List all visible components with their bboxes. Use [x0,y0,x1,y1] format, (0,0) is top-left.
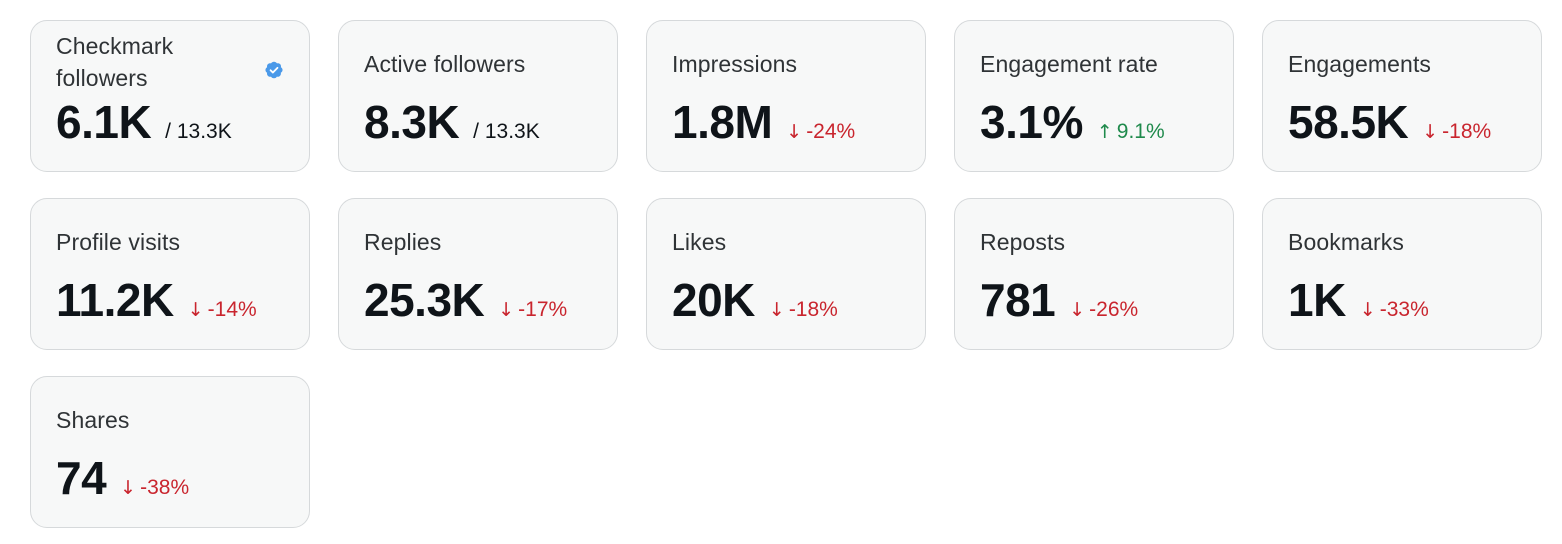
metric-value: 8.3K [364,96,460,148]
metric-card-header: Impressions [672,48,900,80]
metric-delta: ↓ -24% [786,120,855,144]
metric-total: / 13.3K [473,120,540,143]
metric-total: / 13.3K [165,120,232,143]
metric-value-row: 6.1K / 13.3K [56,97,232,147]
arrow-down-icon: ↓ [1359,299,1376,321]
metric-card-header: Active followers [364,48,592,80]
metric-label: Replies [364,229,442,255]
metric-delta: ↓ -38% [120,476,189,500]
metric-value: 74 [56,452,107,504]
metric-value-row: 1.8M ↓ -24% [672,97,855,147]
metric-value-row: 20K ↓ -18% [672,275,838,325]
metric-value-row: 58.5K ↓ -18% [1288,97,1491,147]
metric-delta: ↓ -33% [1360,298,1429,322]
metric-card-header: Bookmarks [1288,226,1516,258]
metric-card-engagement-rate[interactable]: Engagement rate 3.1% ↑ 9.1% [954,20,1234,172]
metric-delta-value: -17% [518,298,568,321]
metrics-grid: Checkmark followers 6.1K / 13.3K Active … [30,20,1542,528]
metric-value: 3.1% [980,96,1083,148]
verified-badge-icon [265,61,283,79]
arrow-down-icon: ↓ [120,477,137,499]
metric-value: 1.8M [672,96,773,148]
arrow-down-icon: ↓ [1069,299,1086,321]
metric-label: Reposts [980,229,1066,255]
metric-delta: ↓ -26% [1069,298,1138,322]
metric-value: 20K [672,274,755,326]
metric-label: Profile visits [56,229,181,255]
metric-label: Engagement rate [980,51,1158,77]
metric-card-reposts[interactable]: Reposts 781 ↓ -26% [954,198,1234,350]
metric-value-row: 3.1% ↑ 9.1% [980,97,1165,147]
metric-delta-value: -26% [1089,298,1139,321]
metric-delta-value: -38% [140,476,190,499]
metric-card-engagements[interactable]: Engagements 58.5K ↓ -18% [1262,20,1542,172]
metric-delta-value: 9.1% [1116,120,1165,143]
metric-card-header: Replies [364,226,592,258]
metric-value: 1K [1288,274,1346,326]
arrow-down-icon: ↓ [498,299,515,321]
metric-card-header: Reposts [980,226,1208,258]
metric-delta-value: -18% [788,298,838,321]
metric-delta-value: -33% [1379,298,1429,321]
arrow-up-icon: ↑ [1096,121,1113,143]
metric-value: 6.1K [56,96,152,148]
metric-card-header: Profile visits [56,226,284,258]
metric-value-row: 781 ↓ -26% [980,275,1138,325]
metric-value: 25.3K [364,274,485,326]
metric-card-header: Checkmark followers [56,30,284,94]
metric-card-active-followers[interactable]: Active followers 8.3K / 13.3K [338,20,618,172]
metric-value-row: 25.3K ↓ -17% [364,275,567,325]
arrow-down-icon: ↓ [786,121,803,143]
metric-value-row: 1K ↓ -33% [1288,275,1429,325]
metric-value-row: 11.2K ↓ -14% [56,275,257,325]
metric-label: Impressions [672,51,798,77]
metric-value: 11.2K [56,274,174,326]
metric-card-header: Shares [56,404,284,436]
metric-delta: ↓ -17% [498,298,567,322]
metric-value: 781 [980,274,1056,326]
metric-label: Bookmarks [1288,229,1404,255]
metric-label: Active followers [364,51,526,77]
metric-card-profile-visits[interactable]: Profile visits 11.2K ↓ -14% [30,198,310,350]
metric-delta: ↓ -14% [188,298,257,322]
metric-card-header: Likes [672,226,900,258]
metric-value-row: 8.3K / 13.3K [364,97,540,147]
metric-value: 58.5K [1288,96,1409,148]
metric-card-shares[interactable]: Shares 74 ↓ -38% [30,376,310,528]
metric-delta-value: -14% [207,298,257,321]
metric-label: Likes [672,229,727,255]
metric-delta: ↑ 9.1% [1097,120,1165,144]
metric-card-impressions[interactable]: Impressions 1.8M ↓ -24% [646,20,926,172]
metric-card-checkmark-followers[interactable]: Checkmark followers 6.1K / 13.3K [30,20,310,172]
metric-card-replies[interactable]: Replies 25.3K ↓ -17% [338,198,618,350]
metric-delta-value: -18% [1442,120,1492,143]
metric-delta-value: -24% [806,120,856,143]
arrow-down-icon: ↓ [768,299,785,321]
metric-value-row: 74 ↓ -38% [56,453,189,503]
metric-label: Engagements [1288,51,1432,77]
metric-card-header: Engagements [1288,48,1516,80]
metric-card-likes[interactable]: Likes 20K ↓ -18% [646,198,926,350]
arrow-down-icon: ↓ [187,299,204,321]
metric-delta: ↓ -18% [769,298,838,322]
metric-card-header: Engagement rate [980,48,1208,80]
arrow-down-icon: ↓ [1422,121,1439,143]
metric-label: Shares [56,407,130,433]
metric-delta: ↓ -18% [1422,120,1491,144]
metric-label: Checkmark followers [56,33,174,91]
metric-card-bookmarks[interactable]: Bookmarks 1K ↓ -33% [1262,198,1542,350]
